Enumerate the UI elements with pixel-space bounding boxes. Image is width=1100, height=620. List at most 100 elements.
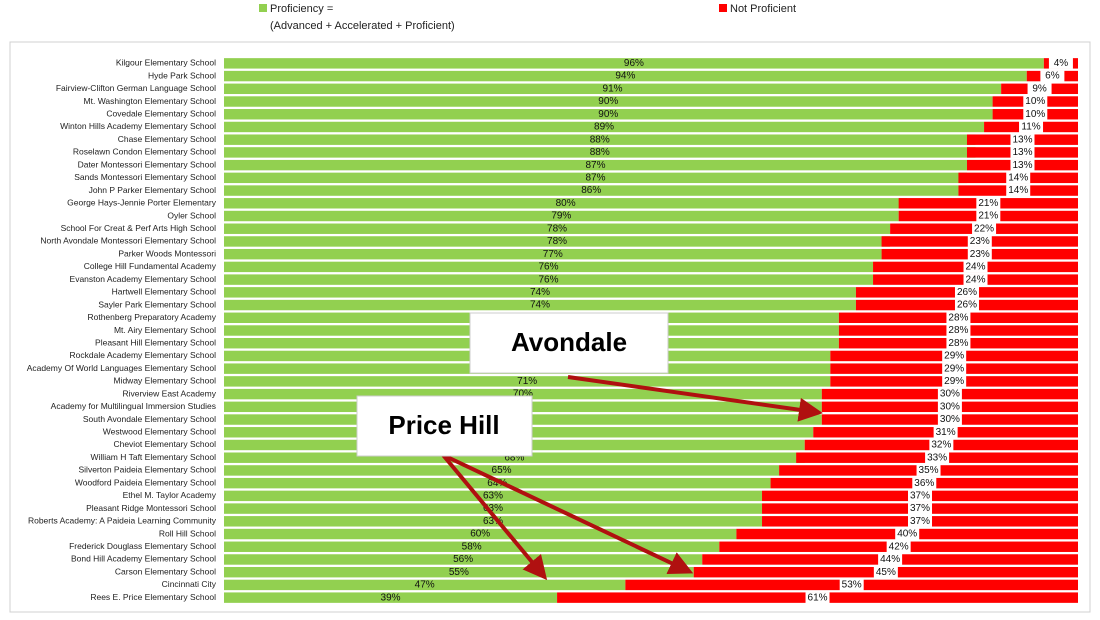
y-tick-label: Roberts Academy: A Paideia Learning Comm… xyxy=(28,516,217,526)
value-label-box xyxy=(967,248,992,260)
y-tick-label: Carson Elementary School xyxy=(115,566,216,576)
y-tick-label: Bond Hill Academy Elementary School xyxy=(71,554,216,564)
y-tick-label: Westwood Elementary School xyxy=(103,427,216,437)
y-tick-label: Rees E. Price Elementary School xyxy=(90,592,216,602)
value-label: 96% xyxy=(624,58,644,69)
legend-note: (Advanced + Accelerated + Proficient) xyxy=(270,20,455,32)
value-label: 28% xyxy=(948,325,968,336)
value-label: 33% xyxy=(927,452,947,463)
value-label: 94% xyxy=(615,71,635,82)
value-label: 24% xyxy=(966,274,986,285)
bar-segment xyxy=(224,134,976,145)
value-label: 74% xyxy=(530,300,550,311)
arrow xyxy=(567,375,823,422)
bar-segment xyxy=(224,287,856,298)
value-label-box xyxy=(805,592,830,604)
value-label: 47% xyxy=(415,580,435,591)
value-label: 63% xyxy=(483,503,503,514)
y-tick-label: South Avondale Elementary School xyxy=(83,414,216,424)
legend-swatch xyxy=(719,4,727,12)
value-label-box xyxy=(908,515,933,527)
value-label: 14% xyxy=(1008,172,1028,183)
value-label: 74% xyxy=(530,287,550,298)
y-tick-label: Silverton Paideia Elementary School xyxy=(79,465,217,475)
value-label: 32% xyxy=(931,440,951,451)
value-label: 26% xyxy=(957,287,977,298)
value-label: 78% xyxy=(547,236,567,247)
value-label: 23% xyxy=(970,249,990,260)
value-label: 29% xyxy=(944,351,964,362)
y-tick-label: Midway Elementary School xyxy=(113,376,216,386)
value-label: 22% xyxy=(974,223,994,234)
bar-segment xyxy=(224,109,993,120)
value-label: 76% xyxy=(539,274,559,285)
value-label-box xyxy=(967,235,992,247)
value-label: 91% xyxy=(603,83,623,94)
value-label: 37% xyxy=(910,516,930,527)
y-tick-label: College Hill Fundamental Academy xyxy=(84,261,217,271)
value-label: 87% xyxy=(585,172,605,183)
value-label: 30% xyxy=(940,401,960,412)
value-label-box xyxy=(954,299,979,311)
value-label: 80% xyxy=(556,198,576,209)
bar-segment xyxy=(224,592,558,603)
legend-swatch xyxy=(259,4,267,12)
value-label: 23% xyxy=(970,236,990,247)
legend-label: Proficiency = xyxy=(270,3,333,15)
y-tick-label: Cincinnati City xyxy=(162,579,217,589)
bar-segment xyxy=(224,566,694,578)
annotation-box xyxy=(469,312,669,374)
bar-segment xyxy=(224,554,703,565)
value-label-box xyxy=(1010,159,1035,171)
value-label: 6% xyxy=(1045,71,1060,82)
value-label: 24% xyxy=(966,262,986,273)
value-label: 64% xyxy=(487,478,507,489)
bar-segment xyxy=(224,147,976,158)
y-tick-label: Fairview-Clifton German Language School xyxy=(56,83,216,93)
bar-segment xyxy=(224,261,874,273)
value-label-box xyxy=(976,210,1001,222)
y-tick-label: Woodford Paideia Elementary School xyxy=(75,477,216,487)
value-label-box xyxy=(925,452,950,464)
value-label: 30% xyxy=(940,389,960,400)
bar-segment xyxy=(224,465,780,476)
bar-segment xyxy=(224,388,822,400)
y-tick-label: Pleasant Hill Elementary School xyxy=(95,337,216,347)
value-label: 90% xyxy=(598,109,618,120)
value-label: 11% xyxy=(1021,122,1040,133)
value-label: 88% xyxy=(590,147,610,158)
bar-segment xyxy=(224,274,874,285)
value-label: 79% xyxy=(551,211,571,222)
value-label-box xyxy=(942,363,967,375)
value-label-box xyxy=(1006,185,1031,197)
value-label-box xyxy=(886,541,911,553)
value-label: 21% xyxy=(978,198,998,209)
value-label: 21% xyxy=(978,211,998,222)
value-label: 44% xyxy=(880,554,900,565)
y-tick-label: John P Parker Elementary School xyxy=(89,185,217,195)
y-tick-label: Mt. Washington Elementary School xyxy=(84,96,217,106)
value-label: 70% xyxy=(513,389,533,400)
value-label-box xyxy=(937,388,962,400)
y-tick-label: Roselawn Condon Elementary School xyxy=(73,147,216,157)
value-label-box xyxy=(908,503,933,515)
value-label: 61% xyxy=(808,592,828,603)
value-label: 39% xyxy=(381,592,401,603)
value-label: 9% xyxy=(1032,83,1047,94)
y-tick-label: Evanston Academy Elementary School xyxy=(70,274,217,284)
value-label: 90% xyxy=(598,96,618,107)
value-label-box xyxy=(1010,134,1035,146)
value-label-box xyxy=(976,197,1001,209)
y-tick-label: Frederick Douglass Elementary School xyxy=(69,541,216,551)
y-tick-label: Kilgour Elementary School xyxy=(116,58,216,68)
value-label-box xyxy=(937,401,962,413)
value-label-box xyxy=(963,274,988,286)
y-tick-label: William H Taft Elementary School xyxy=(91,452,217,462)
y-tick-label: Hartwell Elementary School xyxy=(112,287,217,297)
value-label: 68% xyxy=(504,452,524,463)
bar-segment xyxy=(224,452,805,463)
value-label: 13% xyxy=(1012,147,1032,158)
bar-segment xyxy=(224,299,856,311)
value-label: 30% xyxy=(940,414,960,425)
value-label: 40% xyxy=(897,529,917,540)
